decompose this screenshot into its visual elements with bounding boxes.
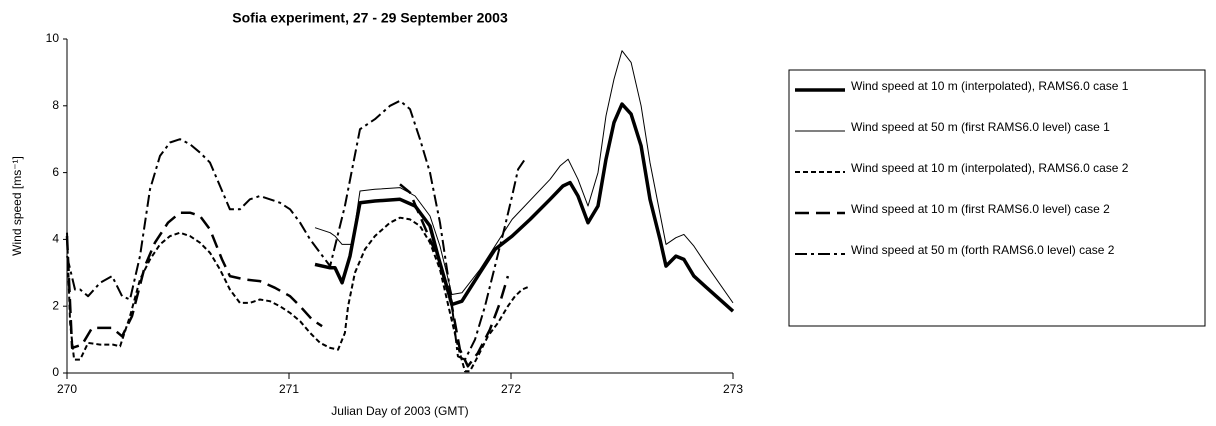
x-tick-label: 273 xyxy=(723,382,743,396)
legend-box xyxy=(788,69,1206,327)
x-tick-label: 270 xyxy=(57,382,77,396)
x-axis-label: Julian Day of 2003 (GMT) xyxy=(331,404,468,418)
legend-label: Wind speed at 50 m (first RAMS6.0 level)… xyxy=(851,120,1110,134)
legend-label: Wind speed at 10 m (first RAMS6.0 level)… xyxy=(851,202,1110,216)
data-line xyxy=(67,184,528,366)
x-tick-label: 271 xyxy=(279,382,299,396)
y-tick-label: 10 xyxy=(46,31,60,45)
y-tick-label: 8 xyxy=(52,98,59,112)
data-line xyxy=(66,99,526,361)
x-tick-label: 272 xyxy=(501,382,521,396)
chart-title: Sofia experiment, 27 - 29 September 2003 xyxy=(232,10,508,26)
y-axis-label: Wind speed [ms⁻¹] xyxy=(10,156,24,256)
data-line xyxy=(314,50,734,304)
legend-label: Wind speed at 10 m (interpolated), RAMS6… xyxy=(851,161,1129,175)
y-tick-label: 2 xyxy=(52,298,59,312)
data-line xyxy=(314,102,735,313)
y-tick-label: 0 xyxy=(52,365,59,379)
legend-label: Wind speed at 50 m (forth RAMS6.0 level)… xyxy=(851,243,1115,257)
y-tick-label: 4 xyxy=(52,232,59,246)
legend-label: Wind speed at 10 m (interpolated), RAMS6… xyxy=(851,79,1129,93)
y-tick-label: 6 xyxy=(52,165,59,179)
